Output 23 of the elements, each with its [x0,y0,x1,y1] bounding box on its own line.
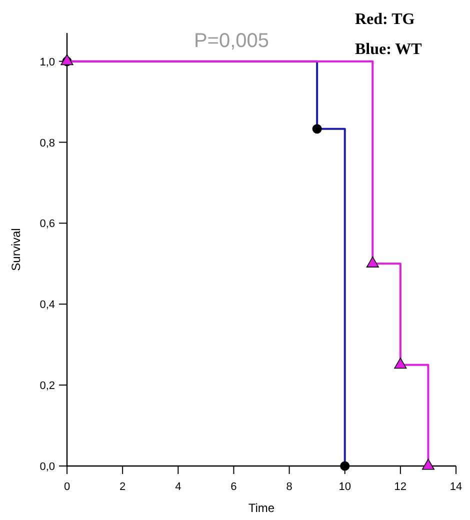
y-tick-label: 1,0 [40,56,55,68]
y-tick-label: 0,4 [40,299,55,312]
chart-title: P=0,005 [194,30,270,52]
x-tick-label: 8 [286,481,292,493]
y-tick-label: 0,2 [40,380,55,392]
x-axis-title: Time [248,501,275,515]
x-tick-label: 14 [450,481,462,493]
y-tick-label: 0,8 [40,137,55,150]
y-tick-label: 0,0 [40,461,55,473]
x-tick-label: 2 [120,481,126,493]
point [394,358,407,369]
y-tick-label: 0,6 [40,218,55,230]
x-tick-label: 10 [338,481,351,493]
y-axis-title: Survival [9,228,23,271]
point [366,256,379,268]
text: Red: TG [355,11,416,28]
x-tick-label: 0 [64,481,70,493]
x-tick-label: 4 [175,481,182,493]
annotation: Blue: WT [355,41,422,58]
x-tick-label: 6 [230,481,237,493]
x-tick-label: 12 [394,481,407,493]
point [422,458,434,470]
point [60,54,74,66]
